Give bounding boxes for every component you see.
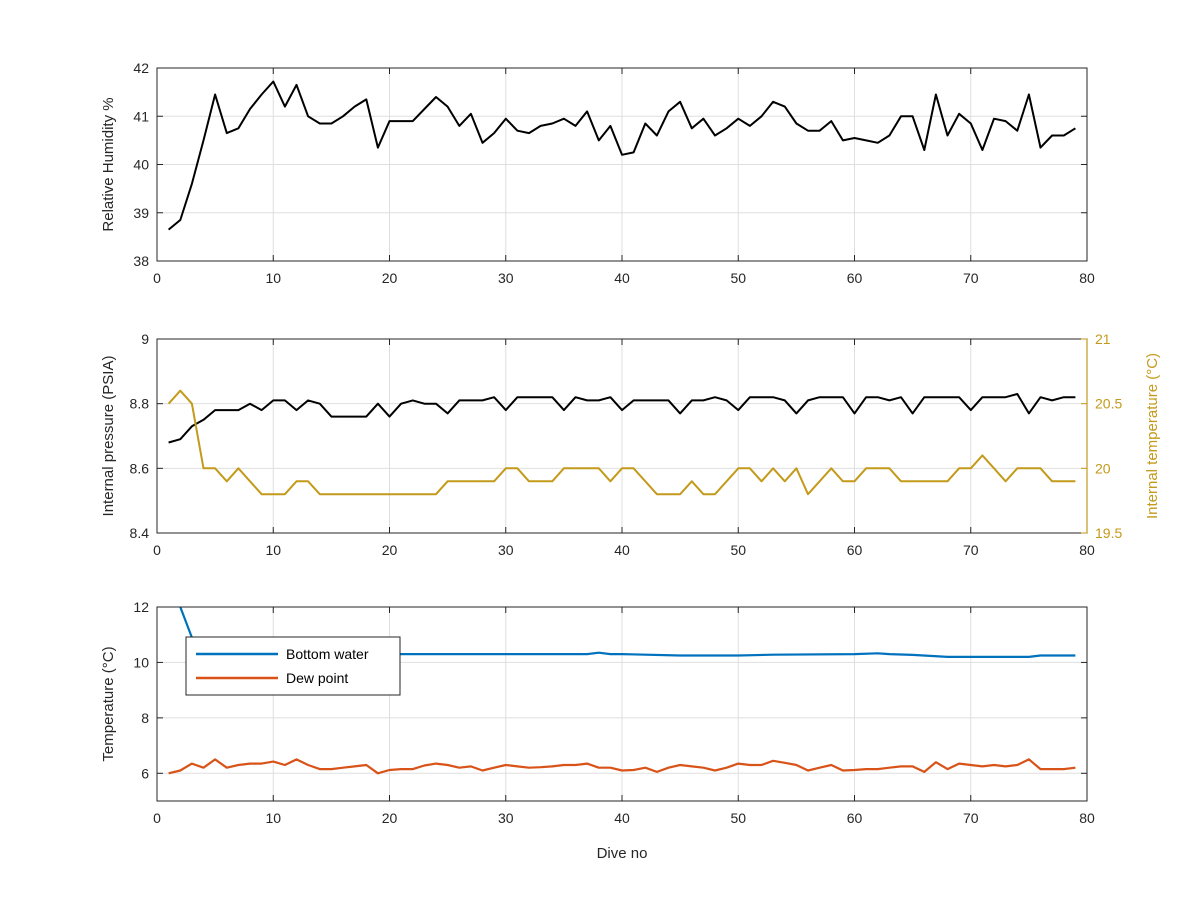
x-tick-label: 80 <box>1079 810 1095 826</box>
y-tick-label: 41 <box>133 108 149 124</box>
x-tick-label: 70 <box>963 542 979 558</box>
legend-box <box>185 636 401 696</box>
x-tick-label: 80 <box>1079 270 1095 286</box>
x-tick-label: 10 <box>265 542 281 558</box>
x-tick-label: 80 <box>1079 542 1095 558</box>
x-tick-label: 0 <box>153 542 161 558</box>
y-tick-label: 8 <box>141 710 149 726</box>
right-y-tick-label: 21 <box>1095 331 1111 347</box>
legend-label: Bottom water <box>286 646 369 662</box>
y-tick-label: 8.6 <box>130 460 150 476</box>
x-tick-label: 70 <box>963 270 979 286</box>
x-tick-label: 60 <box>847 270 863 286</box>
x-tick-label: 50 <box>730 810 746 826</box>
x-tick-label: 50 <box>730 270 746 286</box>
x-tick-label: 30 <box>498 810 514 826</box>
x-tick-label: 30 <box>498 542 514 558</box>
x-tick-label: 50 <box>730 542 746 558</box>
y-axis-label: Internal pressure (PSIA) <box>100 356 117 517</box>
x-tick-label: 20 <box>382 810 398 826</box>
x-tick-label: 0 <box>153 270 161 286</box>
x-tick-label: 10 <box>265 810 281 826</box>
y-axis-label: Relative Humidity % <box>100 97 117 231</box>
y-tick-label: 8.4 <box>130 525 150 541</box>
x-tick-label: 40 <box>614 270 630 286</box>
x-tick-label: 10 <box>265 270 281 286</box>
series-line-dew-point <box>168 758 1076 775</box>
series-line-left-axis <box>167 80 1076 231</box>
y-tick-label: 40 <box>133 157 149 173</box>
y-tick-label: 12 <box>133 599 149 615</box>
right-y-tick-label: 19.5 <box>1095 525 1122 541</box>
y-tick-label: 10 <box>133 654 149 670</box>
y-tick-label: 42 <box>133 60 149 76</box>
x-tick-label: 60 <box>847 542 863 558</box>
series-line-left-axis <box>168 393 1076 444</box>
x-tick-label: 60 <box>847 810 863 826</box>
y-tick-label: 9 <box>141 331 149 347</box>
chart-panel-1: 0 10 20 30 40 50 60 70 80 38 39 40 41 42 Relative Humi… <box>100 60 1095 286</box>
legend: Bottom water Dew point <box>185 636 401 696</box>
x-tick-label: 40 <box>614 542 630 558</box>
y-axis-label: Temperature (°C) <box>100 646 117 761</box>
x-axis-label: Dive no <box>597 845 648 862</box>
x-tick-label: 20 <box>382 270 398 286</box>
y-tick-label: 39 <box>133 205 149 221</box>
x-tick-label: 30 <box>498 270 514 286</box>
chart-panel-2: 0 10 20 30 40 50 60 70 80 8.4 8.6 8.8 9 19.5 20 20.5 21 I… <box>100 331 1161 558</box>
series-line-right-axis <box>167 389 1076 496</box>
right-y-axis-label: Internal temperature (°C) <box>1144 353 1161 519</box>
right-y-tick-label: 20 <box>1095 460 1111 476</box>
x-tick-label: 70 <box>963 810 979 826</box>
x-tick-label: 20 <box>382 542 398 558</box>
y-tick-label: 6 <box>141 765 149 781</box>
y-tick-label: 8.8 <box>130 396 150 412</box>
chart-panel-3: 0 10 20 30 40 50 60 70 80 6 8 10 12 Temperature (°C) D… <box>100 599 1095 862</box>
legend-label: Dew point <box>286 670 348 686</box>
x-tick-label: 40 <box>614 810 630 826</box>
y-tick-label: 38 <box>133 253 149 269</box>
right-y-tick-label: 20.5 <box>1095 396 1122 412</box>
x-tick-label: 0 <box>153 810 161 826</box>
